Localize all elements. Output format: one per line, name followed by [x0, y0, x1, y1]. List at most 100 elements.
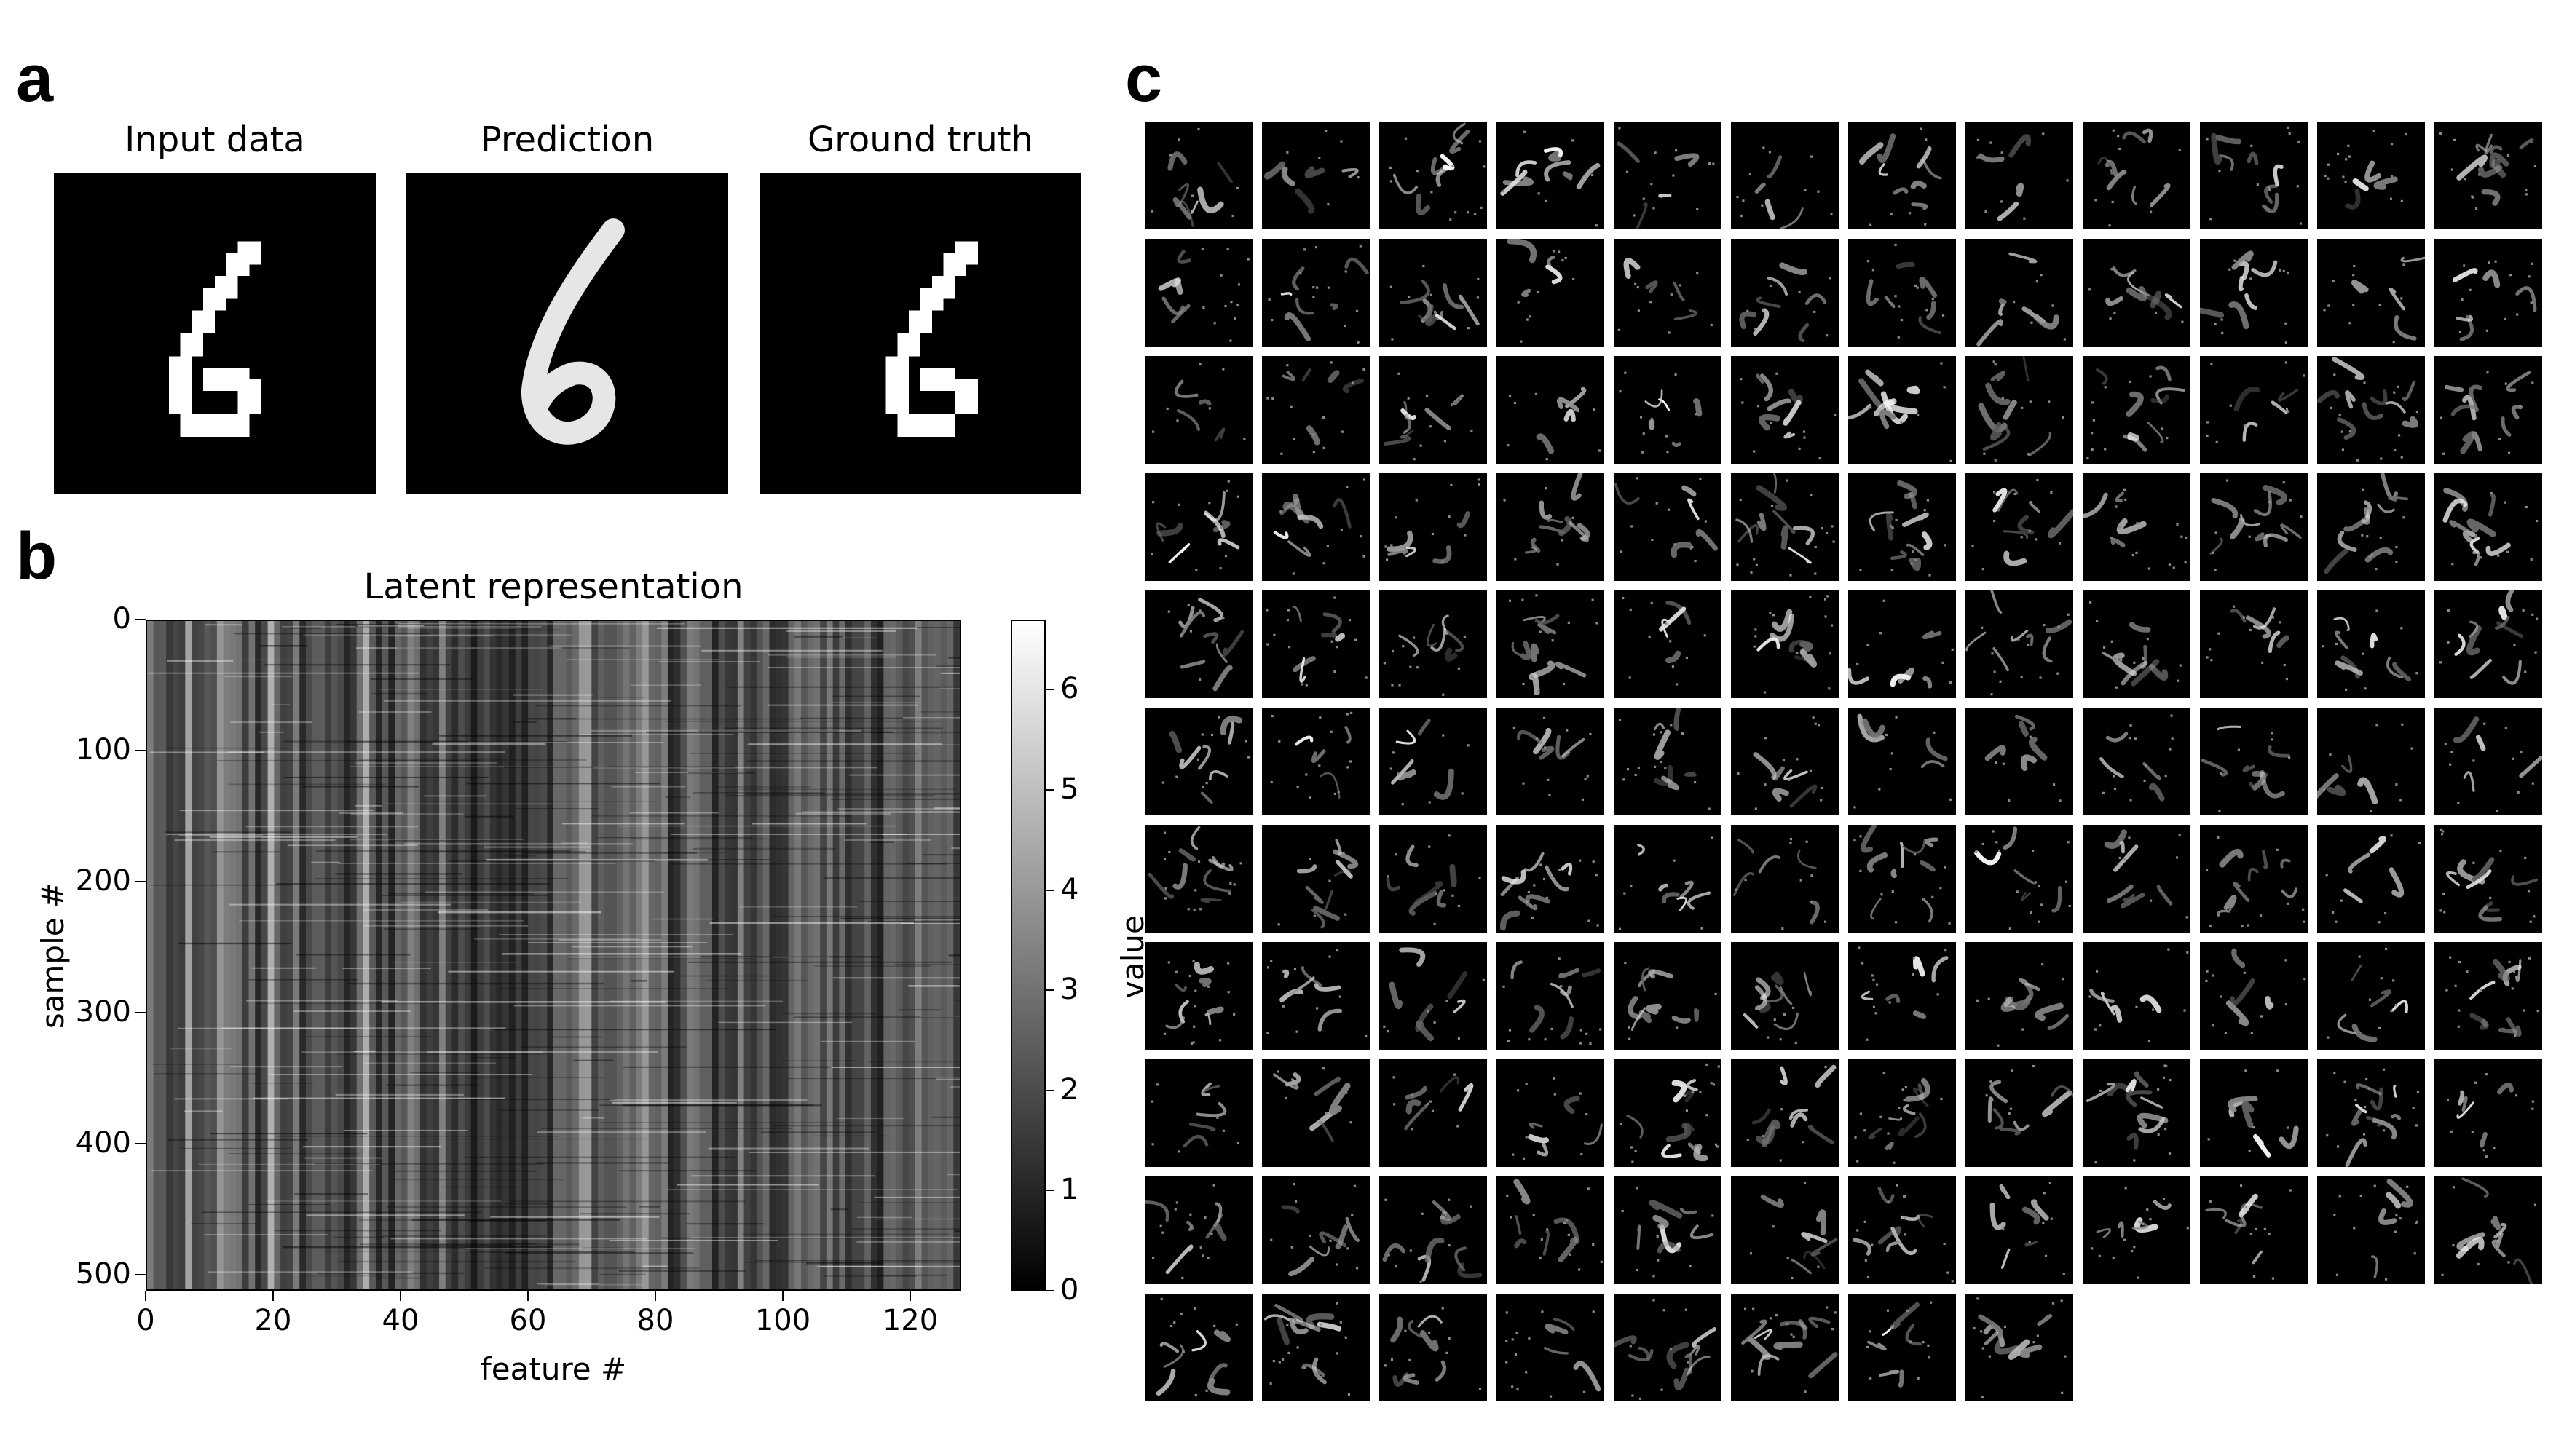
heatmap-streak	[548, 645, 701, 647]
heatmap-streak	[796, 812, 891, 815]
feature-map-tile	[1379, 1059, 1487, 1167]
heatmap-streak	[871, 732, 960, 734]
heatmap-streak	[246, 1000, 398, 1002]
heatmap-streak	[527, 718, 577, 720]
heatmap-streak	[469, 1251, 635, 1253]
heatmap-streak	[515, 1243, 536, 1245]
feature-map-drawing	[2205, 1184, 2292, 1280]
heatmap-column-12	[223, 621, 230, 1289]
feature-map-drawing	[1858, 946, 1949, 1041]
feature-map-tile	[1496, 356, 1604, 464]
feature-map-tile	[1614, 708, 1721, 815]
heatmap-streak	[948, 954, 960, 957]
feature-map-drawing	[1732, 837, 1827, 930]
heatmap-streak	[726, 795, 934, 797]
feature-map-tile	[1262, 473, 1370, 581]
colorbar-tick-mark	[1046, 1190, 1054, 1192]
feature-map-tile	[1262, 1294, 1370, 1401]
feature-map-tile	[1496, 1059, 1604, 1167]
heatmap-streak	[745, 793, 960, 795]
heatmap-streak	[593, 767, 878, 769]
feature-map-drawing	[1743, 971, 1812, 1045]
feature-map-drawing	[1266, 361, 1365, 455]
input-data-image	[54, 173, 376, 494]
feature-map-drawing	[2439, 371, 2534, 455]
heatmap-streak	[384, 700, 671, 702]
heatmap-column-39	[395, 621, 402, 1289]
feature-map-tile	[1379, 708, 1487, 815]
heatmap-streak	[947, 1174, 960, 1176]
heatmap-streak	[432, 743, 546, 745]
heatmap-column-52	[477, 621, 484, 1289]
heatmap-column-84	[680, 621, 687, 1289]
heatmap-streak	[691, 1175, 875, 1177]
prediction-title: Prediction	[480, 119, 655, 160]
heatmap-column-66	[566, 621, 573, 1289]
heatmap-streak	[755, 1260, 960, 1262]
heatmap-streak	[836, 1117, 905, 1120]
feature-map-tile	[1614, 356, 1721, 464]
heatmap-streak	[914, 918, 960, 920]
heatmap-streak	[857, 901, 960, 903]
feature-map-drawing	[1512, 716, 1592, 801]
heatmap-streak	[384, 928, 479, 930]
feature-map-drawing	[1158, 248, 1250, 342]
feature-map-tile	[1262, 590, 1370, 698]
feature-map-drawing	[1614, 477, 1718, 563]
heatmap-column-33	[356, 621, 364, 1289]
heatmap-streak	[301, 1051, 543, 1053]
heatmap-streak	[467, 1077, 604, 1079]
heatmap-column-69	[585, 621, 592, 1289]
heatmap-streak	[708, 1147, 869, 1150]
feature-map-tile	[2317, 356, 2425, 464]
feature-map-tile	[2434, 356, 2542, 464]
heatmap-streak	[201, 1211, 482, 1213]
heatmap-streak	[253, 1097, 505, 1099]
heatmap-column-31	[344, 621, 351, 1289]
heatmap-streak	[820, 1040, 915, 1042]
heatmap-column-63	[547, 621, 554, 1289]
heatmap-column-60	[528, 621, 535, 1289]
feature-map-drawing	[1976, 963, 2070, 1047]
heatmap-streak	[363, 1062, 496, 1064]
heatmap-streak	[582, 1117, 605, 1119]
feature-map-drawing	[1386, 834, 1481, 925]
heatmap-streak	[609, 1240, 778, 1241]
colorbar-tick-label: 2	[1060, 1072, 1079, 1107]
y-axis-label: sample #	[35, 882, 71, 1029]
feature-map-drawing	[1264, 130, 1360, 214]
heatmap-streak	[363, 909, 488, 911]
feature-map-tile	[1145, 1059, 1253, 1167]
heatmap-streak	[439, 735, 632, 737]
heatmap-column-105	[813, 621, 821, 1289]
heatmap-streak	[234, 633, 430, 635]
heatmap-column-41	[407, 621, 414, 1289]
heatmap-column-120	[909, 621, 916, 1289]
heatmap-streak	[346, 741, 568, 743]
heatmap-streak	[727, 686, 960, 688]
prediction-image	[406, 173, 728, 494]
heatmap-column-127	[953, 621, 960, 1289]
feature-map-tile	[2200, 590, 2308, 698]
heatmap-streak	[386, 1084, 480, 1086]
heatmap-streak	[899, 1009, 941, 1011]
heatmap-streak	[773, 916, 960, 917]
heatmap-column-118	[896, 621, 904, 1289]
heatmap-streak	[304, 1157, 383, 1159]
feature-map-tile	[2317, 1059, 2425, 1167]
feature-map-tile	[1496, 122, 1604, 229]
heatmap-streak	[151, 1170, 373, 1172]
feature-map-drawing	[1384, 1307, 1482, 1390]
heatmap-streak	[612, 1101, 737, 1104]
feature-map-drawing	[1268, 245, 1369, 344]
heatmap-streak	[561, 842, 589, 844]
heatmap-streak	[701, 956, 881, 958]
feature-map-tile	[2317, 825, 2425, 933]
heatmap-streak	[831, 1067, 960, 1068]
feature-map-drawing	[1266, 949, 1368, 1038]
ground-truth-title: Ground truth	[807, 119, 1034, 160]
x-tick-mark	[782, 1291, 784, 1301]
heatmap-column-30	[337, 621, 344, 1289]
heatmap-streak	[178, 942, 292, 945]
feature-map-tile	[2434, 590, 2542, 698]
